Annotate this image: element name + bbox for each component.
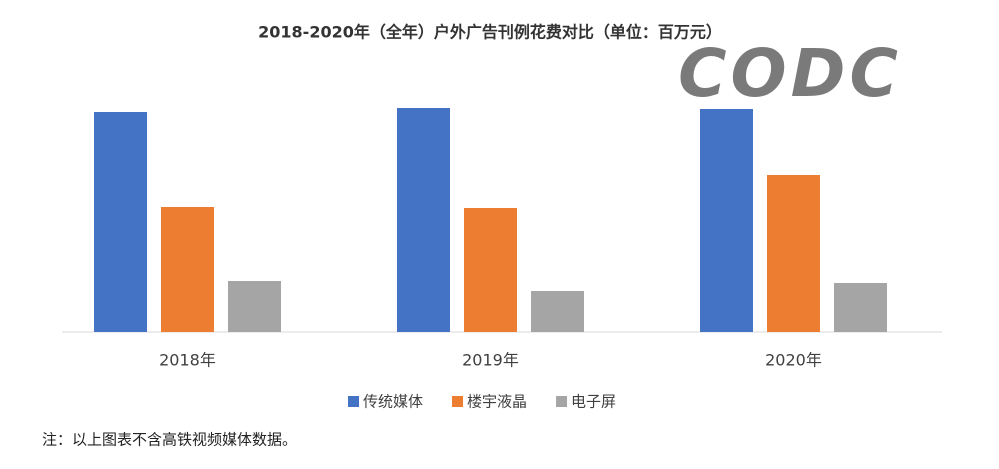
x-tick-label: 2019年 <box>462 351 519 370</box>
note: 注：以上图表不含高铁视频媒体数据。 <box>42 431 297 449</box>
legend-swatch <box>348 396 359 407</box>
legend-swatch <box>556 396 568 407</box>
x-tick-label: 2018年 <box>159 351 216 370</box>
bar <box>767 175 820 332</box>
watermark: CODC <box>678 35 902 112</box>
legend-label: 楼宇液晶 <box>467 393 527 411</box>
bar <box>397 108 450 332</box>
x-tick-label: 2020年 <box>765 351 822 370</box>
bar <box>94 112 147 332</box>
legend-swatch <box>452 396 464 407</box>
bar <box>834 283 887 332</box>
legend-label: 电子屏 <box>571 393 616 411</box>
bar <box>464 208 517 332</box>
bar <box>228 281 281 332</box>
bar <box>700 109 753 332</box>
legend-label: 传统媒体 <box>363 393 423 411</box>
bar <box>531 291 584 332</box>
bar <box>161 207 214 332</box>
chart-title: 2018-2020年（全年）户外广告刊例花费对比（单位：百万元） <box>258 23 722 42</box>
